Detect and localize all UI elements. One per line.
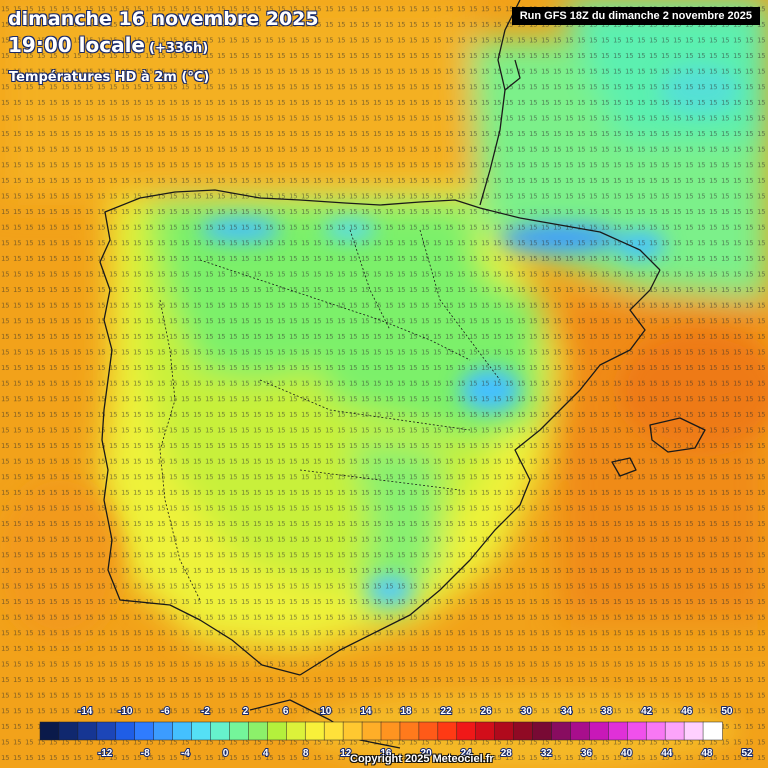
legend-tick-label: 8 bbox=[303, 748, 309, 759]
legend-tick-label: 50 bbox=[721, 706, 733, 717]
legend-tick-label: 32 bbox=[541, 748, 553, 759]
legend-tick-label: 44 bbox=[661, 748, 673, 759]
legend-swatch bbox=[627, 721, 647, 741]
legend-tick-label: 22 bbox=[441, 706, 453, 717]
legend-tick-label: 28 bbox=[501, 748, 513, 759]
legend-swatch bbox=[702, 721, 723, 741]
legend-swatch bbox=[267, 721, 288, 741]
legend-swatch bbox=[191, 721, 212, 741]
legend-swatch bbox=[210, 721, 231, 741]
legend-tick-label: -8 bbox=[141, 748, 150, 759]
legend-swatch bbox=[248, 721, 269, 741]
legend-swatch bbox=[39, 721, 60, 741]
legend-tick-label: -14 bbox=[78, 706, 93, 717]
coastlines bbox=[99, 0, 706, 749]
legend-swatch bbox=[380, 721, 401, 741]
legend-tick-label: 38 bbox=[601, 706, 613, 717]
legend-swatch bbox=[399, 721, 420, 741]
legend-swatch bbox=[532, 721, 553, 741]
legend-swatch bbox=[77, 721, 98, 741]
legend-swatch bbox=[664, 721, 685, 741]
legend-swatch bbox=[551, 721, 572, 741]
legend-swatch bbox=[134, 721, 155, 741]
legend-tick-label: -6 bbox=[161, 706, 170, 717]
legend-tick-label: -2 bbox=[201, 706, 210, 717]
legend-tick-label: -12 bbox=[98, 748, 113, 759]
legend-tick-label: 34 bbox=[561, 706, 573, 717]
legend-tick-label: -10 bbox=[118, 706, 133, 717]
legend-tick-label: 6 bbox=[283, 706, 289, 717]
legend-tick-label: 48 bbox=[701, 748, 713, 759]
legend-colorbar: -14 -10 -6 -2 2 6 10 14 18 22 26 30 34 38 42 46 50-12 -8-… bbox=[39, 705, 754, 760]
legend-tick-label: 2 bbox=[243, 706, 249, 717]
legend-swatch bbox=[645, 721, 666, 741]
legend-tick-label: 14 bbox=[360, 706, 372, 717]
legend-tick-label: 30 bbox=[521, 706, 533, 717]
forecast-time: 19:00 locale (+336h) bbox=[8, 33, 208, 57]
legend-swatch bbox=[589, 721, 610, 741]
legend-tick-label: 36 bbox=[581, 748, 593, 759]
legend-tick-label: 52 bbox=[741, 748, 753, 759]
legend-tick-label: 4 bbox=[263, 748, 269, 759]
variable-title: Températures HD à 2m (°C) bbox=[9, 70, 210, 85]
legend-swatch bbox=[323, 721, 344, 741]
legend-swatch bbox=[456, 721, 477, 741]
legend-swatch bbox=[608, 721, 629, 741]
legend-tick-label: 20 bbox=[421, 748, 433, 759]
legend-swatch bbox=[96, 721, 117, 741]
legend-swatch bbox=[153, 721, 174, 741]
legend-tick-label: 26 bbox=[481, 706, 493, 717]
legend-tick-label: 42 bbox=[641, 706, 653, 717]
run-info: Run GFS 18Z du dimanche 2 novembre 2025 bbox=[511, 7, 760, 25]
legend-swatch bbox=[115, 721, 136, 741]
legend-swatch bbox=[494, 721, 515, 741]
legend-swatch bbox=[475, 721, 496, 741]
legend-tick-label: 12 bbox=[340, 748, 352, 759]
legend-tick-label: 10 bbox=[320, 706, 332, 717]
borders bbox=[159, 229, 501, 601]
copyright: Copyright 2025 Meteociel.fr bbox=[350, 753, 494, 765]
legend-swatch bbox=[437, 721, 458, 741]
legend-tick-label: 16 bbox=[380, 748, 392, 759]
legend-swatch bbox=[683, 721, 704, 741]
legend-tick-label: 18 bbox=[400, 706, 412, 717]
legend-tick-label: 40 bbox=[621, 748, 633, 759]
legend-swatch bbox=[229, 721, 250, 741]
legend-swatch bbox=[361, 721, 382, 741]
legend-swatch bbox=[418, 721, 439, 741]
legend-tick-label: 46 bbox=[681, 706, 693, 717]
forecast-time-label: 19:00 locale bbox=[8, 33, 145, 57]
legend-tick-label: 0 bbox=[223, 748, 229, 759]
legend-swatch bbox=[570, 721, 591, 741]
legend-swatch bbox=[342, 721, 363, 741]
legend-swatch bbox=[513, 721, 534, 741]
legend-tick-label: -4 bbox=[181, 748, 190, 759]
forecast-offset: (+336h) bbox=[149, 41, 209, 56]
legend-swatch bbox=[286, 721, 306, 741]
legend-swatch bbox=[172, 721, 193, 741]
legend-swatch bbox=[304, 721, 325, 741]
legend-tick-label: 24 bbox=[461, 748, 473, 759]
forecast-date: dimanche 16 novembre 2025 bbox=[8, 8, 319, 30]
legend-swatch bbox=[58, 721, 79, 741]
